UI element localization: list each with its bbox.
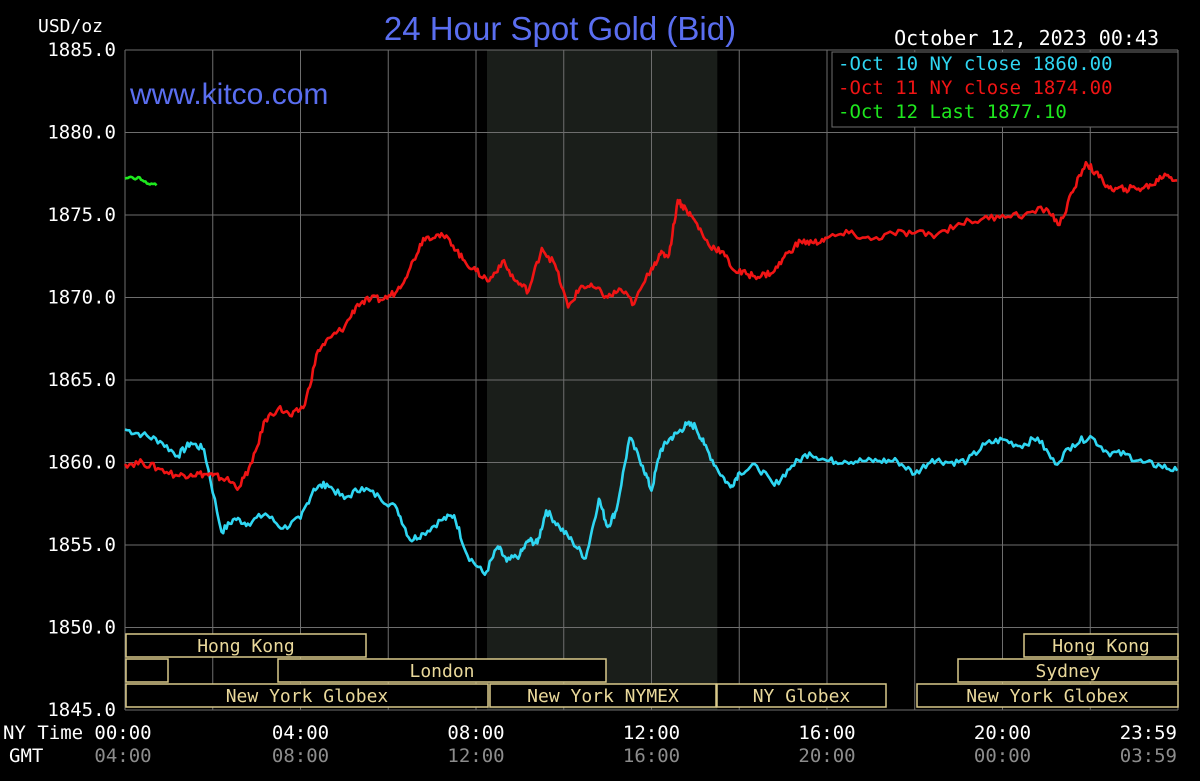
legend-entry: -Oct 12 Last 1877.10 <box>838 101 1067 123</box>
session-label: NY Globex <box>753 686 851 707</box>
x-tick-ny-label: 00:00 <box>94 722 151 744</box>
session-label: Hong Kong <box>197 636 295 657</box>
timestamp: October 12, 2023 00:43 <box>894 26 1159 50</box>
x-tick-ny-label: 23:59 <box>1120 722 1177 744</box>
y-tick-label: 1850.0 <box>47 617 116 639</box>
session-label: Sydney <box>1035 661 1100 682</box>
session-label: New York Globex <box>226 686 389 707</box>
x-tick-ny-label: 08:00 <box>447 722 504 744</box>
session-box <box>716 683 887 708</box>
x-tick-gmt-label: 03:59 <box>1120 745 1177 767</box>
watermark: www.kitco.com <box>129 78 328 111</box>
x-tick-gmt-label: 16:00 <box>623 745 680 767</box>
series-line-1 <box>124 420 1179 577</box>
x-tick-gmt-label: 04:00 <box>94 745 151 767</box>
session-box <box>125 683 489 708</box>
y-unit-label: USD/oz <box>38 16 103 37</box>
session-label: Hong Kong <box>1052 636 1150 657</box>
x-tick-ny-label: 16:00 <box>798 722 855 744</box>
series-line-3 <box>124 175 158 187</box>
y-tick-label: 1875.0 <box>47 204 116 226</box>
session-box <box>125 633 367 658</box>
session-box <box>957 658 1179 683</box>
session-label: London <box>409 661 474 682</box>
session-box <box>277 658 607 683</box>
y-tick-label: 1845.0 <box>47 699 116 721</box>
session-box <box>489 683 717 708</box>
legend-entry: -Oct 11 NY close 1874.00 <box>838 77 1113 99</box>
session-box <box>916 683 1179 708</box>
y-tick-label: 1855.0 <box>47 534 116 556</box>
legend-entry: -Oct 10 NY close 1860.00 <box>838 53 1113 75</box>
session-box <box>125 658 169 683</box>
y-tick-label: 1885.0 <box>47 39 116 61</box>
legend-box <box>831 51 1179 128</box>
y-tick-label: 1880.0 <box>47 122 116 144</box>
x-tick-ny-label: 12:00 <box>623 722 680 744</box>
x-tick-gmt-label: 08:00 <box>272 745 329 767</box>
x-tick-gmt-label: 20:00 <box>798 745 855 767</box>
y-tick-label: 1865.0 <box>47 369 116 391</box>
x-tick-gmt-label: 00:00 <box>974 745 1031 767</box>
gmt-label: GMT <box>9 745 43 767</box>
session-box <box>1023 633 1179 658</box>
y-tick-label: 1870.0 <box>47 287 116 309</box>
session-label: New York NYMEX <box>527 686 679 707</box>
series-line-2 <box>123 160 1178 492</box>
x-tick-ny-label: 04:00 <box>272 722 329 744</box>
ny-time-label: NY Time <box>3 722 83 744</box>
x-tick-gmt-label: 12:00 <box>447 745 504 767</box>
chart-title: 24 Hour Spot Gold (Bid) <box>384 10 736 47</box>
y-tick-label: 1860.0 <box>47 452 116 474</box>
session-label: New York Globex <box>966 686 1129 707</box>
x-tick-ny-label: 20:00 <box>974 722 1031 744</box>
